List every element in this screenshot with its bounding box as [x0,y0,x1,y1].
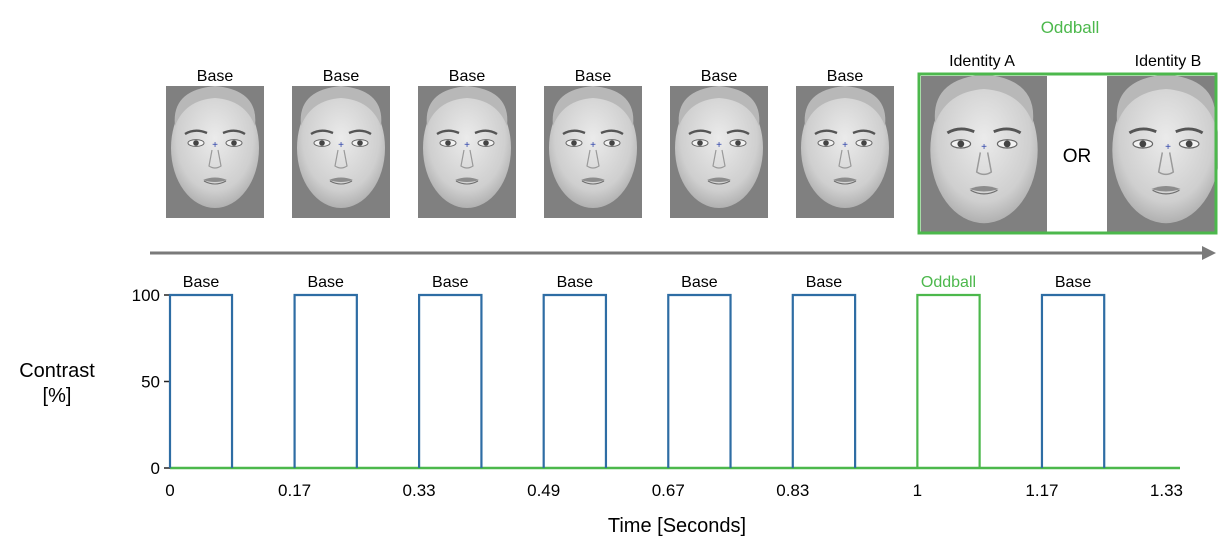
or-label: OR [1063,146,1092,167]
svg-text:+: + [1165,142,1171,153]
y-axis-label-line1: Contrast [19,360,95,382]
svg-text:+: + [338,140,344,151]
svg-text:+: + [464,140,470,151]
time-arrow [150,246,1216,260]
contrast-chart: 0 50 100 0 0.17 0.33 0.49 0.67 0.83 1 1.17 1.33 Ba… [132,274,1183,500]
pulse-1 [293,293,358,468]
pulse-label-1: Base [307,274,344,291]
pulse-0 [168,293,234,468]
base-face-image-1: + [166,84,264,218]
base-face-label-2: Base [323,68,360,85]
base-face-image-5: + [670,84,768,218]
base-face-label-4: Base [575,68,612,85]
base-face-image-6: + [796,84,894,218]
pulse-label-4: Base [681,274,718,291]
x-tick-label-8: 1.33 [1150,481,1183,500]
pulse-2 [417,293,483,468]
base-face-image-4: + [544,84,642,218]
base-face-label-3: Base [449,68,486,85]
pulse-3 [542,293,608,468]
pulse-label-7: Base [1055,274,1092,291]
x-tick-label-4: 0.67 [652,481,685,500]
x-tick-label-6: 1 [913,481,922,500]
x-tick-label-5: 0.83 [776,481,809,500]
x-tick-label-7: 1.17 [1025,481,1058,500]
base-face-image-2: + [292,84,390,218]
svg-text:+: + [212,140,218,151]
oddball-frame [917,72,1218,235]
svg-text:+: + [590,140,596,151]
identity-b-image: + [1107,72,1218,232]
y-axis-label-line2: [%] [43,385,72,407]
y-tick-label-0: 0 [151,459,160,478]
base-face-label-5: Base [701,68,738,85]
x-ticks: 0 0.17 0.33 0.49 0.67 0.83 1 1.17 1.33 [165,481,1183,500]
x-axis-label: Time [Seconds] [608,515,746,537]
svg-text:+: + [716,140,722,151]
identity-a-image: + [921,72,1047,232]
y-tick-label-1: 50 [141,373,160,392]
svg-text:+: + [842,140,848,151]
y-tick-label-2: 100 [132,286,160,305]
base-face-image-3: + [418,84,516,218]
pulse-label-2: Base [432,274,469,291]
x-tick-label-3: 0.49 [527,481,560,500]
x-tick-label-0: 0 [165,481,174,500]
identity-b-label: Identity B [1135,53,1202,70]
identity-a-label: Identity A [949,53,1015,70]
svg-text:+: + [981,142,987,153]
pulse-label-5: Base [806,274,843,291]
pulse-7 [1040,293,1106,468]
x-tick-label-1: 0.17 [278,481,311,500]
pulse-5 [791,293,857,468]
pulse-label-3: Base [557,274,594,291]
y-ticks: 0 50 100 [132,286,170,478]
base-face-label-1: Base [197,68,234,85]
x-tick-label-2: 0.33 [403,481,436,500]
pulses: Base Base Base Base Base Base Oddball Base [168,274,1180,470]
pulse-6 [916,293,981,468]
oddball-title: Oddball [1041,18,1100,37]
pulse-label-0: Base [183,274,220,291]
base-face-label-6: Base [827,68,864,85]
pulse-label-6: Oddball [921,274,976,291]
pulse-4 [667,293,732,468]
